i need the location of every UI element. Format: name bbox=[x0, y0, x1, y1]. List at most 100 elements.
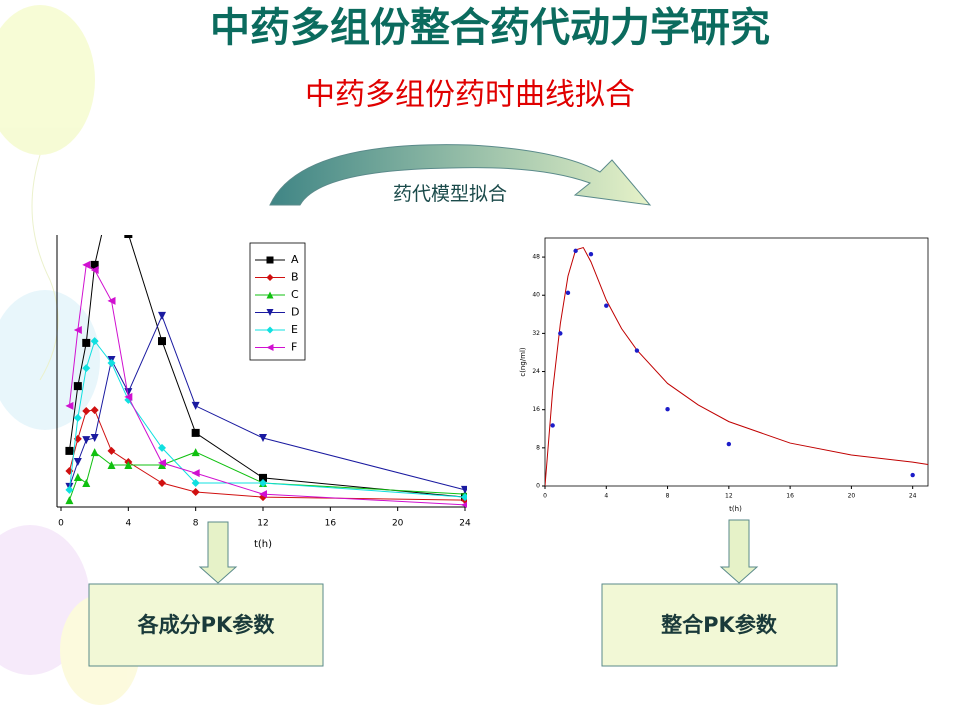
marker bbox=[124, 235, 133, 238]
x-tick-label: 8 bbox=[666, 493, 670, 500]
marker bbox=[191, 469, 200, 478]
y-tick-label: 40 bbox=[532, 292, 540, 299]
series-line bbox=[68, 340, 466, 498]
marker bbox=[107, 296, 116, 305]
marker bbox=[73, 413, 82, 422]
x-tick-label: 0 bbox=[58, 519, 64, 529]
marker bbox=[90, 266, 99, 274]
marker bbox=[124, 392, 133, 401]
series-line bbox=[68, 235, 466, 498]
fit-curve bbox=[545, 246, 929, 487]
legend-marker bbox=[266, 326, 274, 334]
series-line bbox=[68, 264, 466, 506]
legend-label: D bbox=[291, 306, 299, 319]
marker bbox=[90, 260, 99, 269]
marker bbox=[107, 359, 116, 367]
y-tick-label: 48 bbox=[532, 254, 540, 261]
x-axis-label: t(h) bbox=[254, 539, 272, 550]
x-tick-label: 16 bbox=[325, 519, 337, 529]
marker bbox=[73, 473, 82, 481]
y-tick-label: 24 bbox=[532, 368, 540, 375]
marker bbox=[82, 436, 91, 445]
marker bbox=[73, 458, 82, 466]
marker bbox=[107, 461, 116, 469]
slide-subtitle: 中药多组份药时曲线拟合 bbox=[305, 78, 635, 113]
marker bbox=[65, 401, 74, 410]
legend-label: B bbox=[291, 271, 299, 284]
marker bbox=[65, 485, 74, 494]
marker bbox=[461, 485, 467, 494]
marker bbox=[158, 443, 166, 452]
marker bbox=[191, 479, 200, 487]
legend-label: C bbox=[291, 288, 299, 301]
marker bbox=[573, 248, 578, 254]
marker bbox=[634, 348, 640, 353]
legend-label: A bbox=[291, 253, 299, 266]
marker bbox=[158, 458, 166, 467]
legend-marker bbox=[266, 344, 274, 351]
result-box bbox=[601, 583, 838, 667]
legend-marker bbox=[266, 256, 274, 264]
x-axis-label: t(h) bbox=[729, 505, 742, 513]
curved-arrow bbox=[269, 144, 652, 206]
arrow-label: 药代模型拟合 bbox=[393, 183, 507, 205]
x-tick-label: 8 bbox=[193, 519, 199, 529]
series-line bbox=[68, 451, 466, 501]
marker bbox=[191, 448, 200, 457]
x-tick-label: 12 bbox=[257, 519, 268, 529]
down-arrow bbox=[719, 519, 759, 584]
marker bbox=[73, 326, 82, 334]
result-box bbox=[88, 583, 324, 667]
series-line bbox=[68, 314, 466, 491]
marker bbox=[82, 260, 91, 269]
marker bbox=[588, 252, 594, 257]
marker bbox=[82, 407, 91, 415]
x-tick-label: 20 bbox=[392, 519, 404, 529]
marker bbox=[461, 493, 467, 502]
marker bbox=[259, 473, 267, 482]
marker bbox=[259, 479, 267, 487]
marker bbox=[90, 337, 99, 346]
marker bbox=[158, 337, 166, 346]
marker bbox=[107, 446, 116, 455]
legend-label: E bbox=[291, 323, 298, 336]
series-line bbox=[68, 409, 466, 501]
legend-box bbox=[249, 242, 306, 361]
marker bbox=[82, 338, 91, 347]
marker bbox=[910, 472, 915, 478]
x-tick-label: 20 bbox=[848, 493, 856, 500]
marker bbox=[82, 364, 91, 373]
marker bbox=[191, 401, 200, 410]
marker bbox=[158, 311, 166, 320]
x-tick-label: 24 bbox=[909, 493, 917, 500]
marker bbox=[259, 434, 267, 442]
marker bbox=[65, 496, 74, 505]
marker bbox=[158, 461, 166, 469]
marker bbox=[90, 448, 99, 457]
plot-area bbox=[65, 235, 467, 508]
plot-frame bbox=[544, 237, 929, 487]
box-label: 整合PK参数 bbox=[661, 613, 778, 637]
marker bbox=[259, 490, 267, 499]
x-tick-label: 24 bbox=[459, 519, 471, 529]
x-tick-label: 4 bbox=[125, 519, 131, 529]
marker bbox=[565, 290, 571, 296]
marker bbox=[90, 434, 99, 442]
legend-label: F bbox=[291, 341, 297, 354]
marker bbox=[90, 406, 99, 415]
y-axis-label: c(ng/ml) bbox=[519, 347, 527, 377]
marker bbox=[191, 488, 200, 496]
marker bbox=[73, 382, 82, 391]
marker bbox=[124, 461, 133, 469]
marker bbox=[604, 303, 609, 308]
box-label: 各成分PK参数 bbox=[137, 613, 276, 637]
marker bbox=[124, 388, 133, 397]
legend-marker bbox=[266, 309, 274, 316]
x-tick-label: 4 bbox=[604, 493, 608, 500]
plot-area bbox=[545, 246, 929, 487]
marker bbox=[82, 479, 91, 487]
y-tick-label: 32 bbox=[532, 330, 540, 337]
y-tick-label: 16 bbox=[532, 406, 540, 413]
legend-marker bbox=[266, 274, 274, 281]
